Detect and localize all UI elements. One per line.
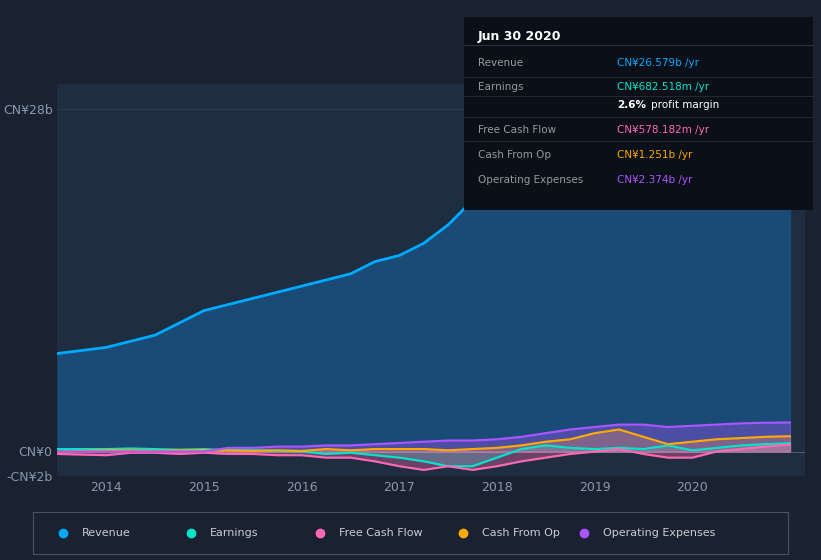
Text: CN¥682.518m /yr: CN¥682.518m /yr [617, 82, 709, 92]
Text: Revenue: Revenue [478, 58, 523, 68]
Text: Earnings: Earnings [210, 529, 259, 538]
Text: CN¥26.579b /yr: CN¥26.579b /yr [617, 58, 699, 68]
Text: 2.6%: 2.6% [617, 100, 646, 110]
Text: CN¥1.251b /yr: CN¥1.251b /yr [617, 150, 693, 160]
Text: Earnings: Earnings [478, 82, 523, 92]
Text: Revenue: Revenue [82, 529, 131, 538]
Text: Cash From Op: Cash From Op [482, 529, 560, 538]
Text: profit margin: profit margin [650, 100, 719, 110]
Text: Free Cash Flow: Free Cash Flow [478, 125, 556, 135]
Text: Cash From Op: Cash From Op [478, 150, 551, 160]
Text: Free Cash Flow: Free Cash Flow [339, 529, 422, 538]
Text: CN¥2.374b /yr: CN¥2.374b /yr [617, 175, 693, 185]
Text: Operating Expenses: Operating Expenses [603, 529, 715, 538]
Text: Operating Expenses: Operating Expenses [478, 175, 583, 185]
Text: CN¥578.182m /yr: CN¥578.182m /yr [617, 125, 709, 135]
Text: Jun 30 2020: Jun 30 2020 [478, 30, 562, 43]
